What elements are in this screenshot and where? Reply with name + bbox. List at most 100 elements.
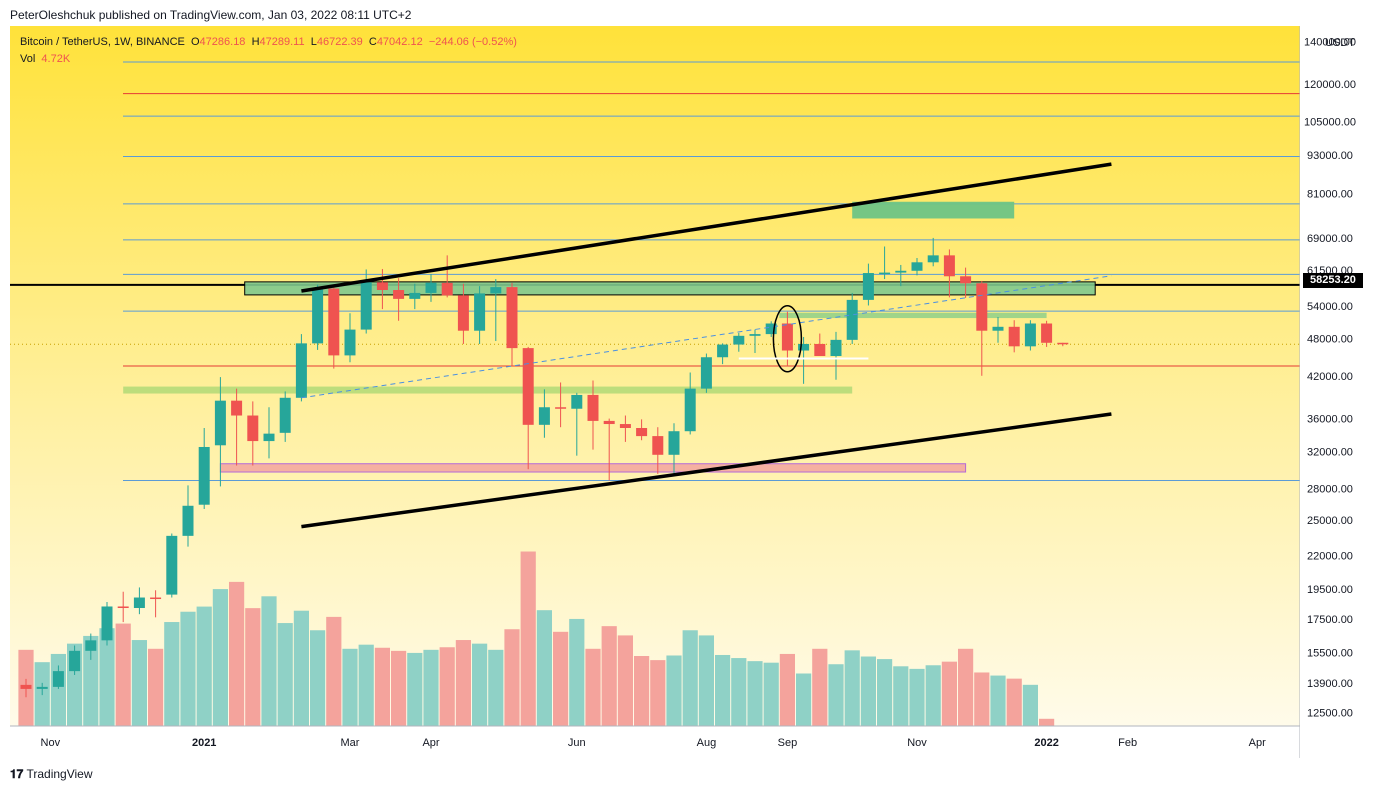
volume-bar bbox=[715, 654, 731, 726]
candle-body bbox=[247, 415, 259, 442]
candle-body bbox=[619, 424, 631, 429]
legend-low: 46722.39 bbox=[316, 36, 363, 48]
y-tick-label: 69000.00 bbox=[1307, 233, 1353, 245]
volume-bar bbox=[358, 644, 374, 726]
volume-bar bbox=[828, 664, 844, 726]
candle-body bbox=[344, 329, 356, 356]
volume-bar bbox=[990, 675, 1006, 726]
x-tick-label: Sep bbox=[778, 737, 798, 749]
x-tick-label: Nov bbox=[907, 737, 927, 749]
y-tick-label: 28000.00 bbox=[1307, 483, 1353, 495]
y-tick-label: 48000.00 bbox=[1307, 334, 1353, 346]
legend-open: 47286.18 bbox=[199, 36, 246, 48]
candle-body bbox=[69, 650, 81, 672]
volume-bar bbox=[779, 653, 795, 726]
volume-bar bbox=[131, 640, 147, 726]
candle-body bbox=[312, 288, 324, 344]
candle-body bbox=[652, 436, 664, 455]
volume-bar bbox=[698, 635, 714, 726]
y-tick-label: 25000.00 bbox=[1307, 515, 1353, 527]
price-axis[interactable]: 140000.00 120000.00 105000.00 93000.00 81000… bbox=[1300, 26, 1386, 758]
candle-body bbox=[668, 431, 680, 455]
candle-body bbox=[474, 293, 486, 331]
x-tick-label: Jun bbox=[568, 737, 586, 749]
candle-body bbox=[85, 640, 97, 651]
legend-vol-row: Vol 4.72K bbox=[20, 51, 517, 68]
candle-body bbox=[555, 407, 567, 409]
candle-body bbox=[182, 505, 194, 536]
volume-bar bbox=[763, 662, 779, 726]
candle-body bbox=[328, 288, 340, 356]
legend-close-label: C bbox=[368, 36, 377, 48]
volume-bar bbox=[812, 648, 828, 726]
last-price-label: 58253.20 bbox=[1303, 273, 1363, 288]
x-tick-label: Apr bbox=[422, 737, 439, 749]
volume-bar bbox=[148, 648, 164, 726]
legend-ohlc-row: Bitcoin / TetherUS, 1W, BINANCE O47286.1… bbox=[20, 34, 517, 51]
y-tick-label: 93000.00 bbox=[1307, 150, 1353, 162]
reversal-ellipse bbox=[772, 304, 803, 373]
volume-bar bbox=[1022, 684, 1038, 726]
chart-area[interactable]: Nov 2021 Mar Apr Jun Aug Sep Nov 2022 Feb Apr bbox=[10, 26, 1300, 758]
y-tick-label: 140000.00 bbox=[1304, 36, 1356, 48]
legend-symbol[interactable]: Bitcoin / TetherUS, 1W, BINANCE bbox=[20, 36, 185, 48]
candle-body bbox=[862, 273, 874, 300]
candle-body bbox=[571, 394, 583, 409]
candle-body bbox=[846, 299, 858, 340]
candle-body bbox=[684, 388, 696, 432]
y-tick-label: 36000.00 bbox=[1307, 414, 1353, 426]
volume-bar bbox=[941, 661, 957, 726]
volume-bar bbox=[877, 659, 893, 726]
y-tick-label: 19500.00 bbox=[1307, 584, 1353, 596]
candle-body bbox=[1008, 326, 1020, 347]
x-tick-label: Nov bbox=[41, 737, 61, 749]
y-tick-label: 81000.00 bbox=[1307, 188, 1353, 200]
volume-bar bbox=[634, 656, 650, 726]
volume-bar bbox=[1006, 678, 1022, 726]
candle-body bbox=[717, 344, 729, 358]
volume-bar bbox=[326, 616, 342, 726]
candle-body bbox=[700, 357, 712, 389]
volume-bar bbox=[277, 623, 293, 726]
candle-body bbox=[603, 420, 615, 425]
candle-body bbox=[636, 428, 648, 437]
chart-svg[interactable]: Nov 2021 Mar Apr Jun Aug Sep Nov 2022 Feb Apr bbox=[10, 26, 1300, 758]
candle-body bbox=[781, 323, 793, 351]
volume-bar bbox=[682, 630, 698, 726]
volume-bar bbox=[553, 631, 569, 726]
y-tick-label: 15500.00 bbox=[1307, 648, 1353, 660]
candle-body bbox=[506, 287, 518, 349]
candle-body bbox=[360, 282, 372, 330]
legend-vol: 4.72K bbox=[41, 53, 71, 65]
candle-body bbox=[749, 334, 761, 336]
volume-bar bbox=[731, 658, 747, 726]
volume-bar bbox=[374, 647, 390, 726]
y-tick-label: 13900.00 bbox=[1307, 678, 1353, 690]
volume-bar bbox=[893, 666, 909, 726]
zone-salmon bbox=[219, 463, 967, 473]
x-tick-label: Apr bbox=[1249, 737, 1266, 749]
legend-high: 47289.11 bbox=[259, 36, 305, 48]
candle-body bbox=[101, 606, 113, 641]
y-tick-label: 12500.00 bbox=[1307, 707, 1353, 719]
tradingview-logo[interactable]: 𝟏𝟕 TradingView bbox=[10, 767, 93, 782]
x-tick-label: Aug bbox=[697, 737, 717, 749]
zone-green-light bbox=[779, 312, 1047, 319]
volume-bar bbox=[245, 608, 261, 726]
candle-body bbox=[295, 343, 307, 398]
x-tick-label: 2022 bbox=[1034, 737, 1058, 749]
candle-body bbox=[166, 535, 178, 595]
volume-bar bbox=[196, 606, 212, 726]
y-tick-label: 17500.00 bbox=[1307, 614, 1353, 626]
trendline bbox=[301, 162, 1112, 293]
candle-body bbox=[895, 270, 907, 273]
volume-bar bbox=[844, 650, 860, 726]
volume-bar bbox=[50, 653, 66, 726]
trendline bbox=[301, 412, 1112, 529]
volume-bar bbox=[909, 668, 925, 726]
candle-body bbox=[976, 283, 988, 331]
candle-body bbox=[490, 287, 502, 294]
volume-bar bbox=[423, 649, 439, 726]
y-tick-label: 32000.00 bbox=[1307, 446, 1353, 458]
candle-body bbox=[150, 597, 162, 600]
